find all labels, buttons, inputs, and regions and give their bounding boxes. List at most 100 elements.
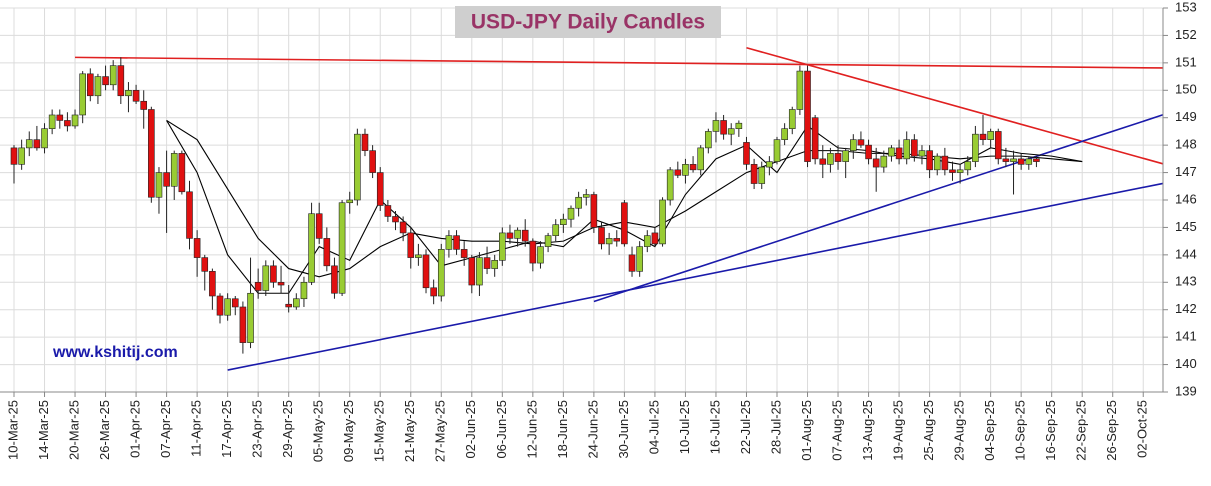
candle-body	[79, 73, 86, 116]
x-tick-label: 05-May-25	[311, 400, 326, 462]
candle-body	[25, 139, 33, 149]
candle-body	[33, 139, 41, 149]
candle-body	[41, 128, 48, 149]
x-tick-label: 01-Apr-25	[128, 400, 143, 458]
candle-body	[354, 133, 361, 201]
candle-body	[102, 76, 109, 86]
candle-body	[140, 100, 148, 110]
candle-body	[94, 76, 102, 97]
candle-body	[560, 218, 567, 225]
candle-body	[1025, 158, 1033, 165]
x-tick-label: 11-Apr-25	[189, 400, 204, 457]
candle-body	[186, 191, 193, 239]
candle-body	[926, 150, 933, 171]
x-tick-label: 25-Aug-25	[921, 400, 936, 461]
x-tick-label: 26-Sep-25	[1104, 400, 1119, 461]
y-tick-label: 145	[1175, 219, 1197, 234]
x-tick-label: 22-Jul-25	[738, 400, 753, 454]
y-tick-label: 153	[1175, 0, 1197, 14]
candle-body	[735, 122, 743, 129]
y-tick-label: 152	[1175, 27, 1197, 42]
trendline	[227, 182, 1164, 371]
candle-body	[590, 194, 598, 228]
candle-body	[567, 207, 575, 220]
candle-body	[201, 257, 209, 272]
candle-body	[331, 265, 338, 294]
trendline	[75, 56, 1164, 69]
x-tick-label: 16-Sep-25	[1043, 400, 1058, 461]
candle-body	[483, 257, 491, 269]
candle-body	[468, 257, 476, 286]
y-tick-label: 142	[1175, 301, 1197, 316]
x-tick-label: 01-Aug-25	[799, 400, 814, 461]
trendlines	[75, 47, 1164, 371]
y-tick-label: 147	[1175, 164, 1197, 179]
candle-body	[949, 169, 956, 173]
candle-body	[720, 120, 727, 135]
x-tick-label: 17-Apr-25	[219, 400, 234, 458]
candle-body	[811, 117, 819, 160]
x-tick-label: 29-Apr-25	[280, 400, 295, 458]
candle-body	[323, 238, 331, 267]
candle-body	[918, 150, 926, 157]
candle-body	[727, 128, 735, 135]
candle-body	[956, 169, 964, 173]
candle-body	[239, 306, 247, 343]
x-tick-label: 10-Jul-25	[677, 400, 692, 454]
x-tick-label: 29-Aug-25	[952, 400, 967, 461]
x-tick-label: 14-Mar-25	[36, 400, 51, 460]
title-box	[455, 6, 721, 38]
x-tick-label: 09-May-25	[341, 400, 356, 462]
candle-body	[666, 169, 674, 201]
y-tick-label: 146	[1175, 191, 1197, 206]
candle-body	[300, 281, 308, 300]
candle-body	[277, 281, 285, 286]
candle-body	[346, 199, 354, 204]
candle-body	[1033, 158, 1040, 162]
candles	[10, 57, 1040, 354]
candle-body	[384, 205, 392, 217]
candle-body	[544, 235, 552, 247]
candle-body	[193, 238, 201, 258]
candle-body	[453, 235, 460, 250]
candle-body	[460, 249, 468, 258]
y-tick-label: 151	[1175, 54, 1197, 69]
candle-body	[231, 298, 239, 308]
candle-body	[582, 194, 590, 198]
x-tick-label: 04-Sep-25	[982, 400, 997, 461]
candle-body	[224, 298, 231, 316]
candle-body	[933, 155, 941, 171]
candle-body	[216, 295, 224, 316]
x-tick-label: 22-Sep-25	[1074, 400, 1089, 461]
x-tick-label: 10-Sep-25	[1013, 400, 1028, 461]
candle-body	[376, 172, 384, 206]
candle-body	[964, 161, 972, 171]
candle-body	[125, 89, 132, 97]
candle-body	[788, 109, 796, 129]
candle-body	[430, 287, 437, 297]
candle-body	[491, 260, 498, 269]
annotation: www.kshitij.com	[52, 344, 178, 361]
axis-labels: 139 140 141 142 143 144 145 146 147 148 149 150 151 1…	[5, 0, 1196, 462]
candle-body	[499, 232, 506, 261]
candle-body	[621, 202, 628, 245]
candle-body	[87, 73, 94, 97]
x-tick-label: 02-Oct-25	[1135, 400, 1150, 458]
candle-body	[636, 246, 643, 272]
candle-body	[178, 153, 186, 193]
candle-body	[415, 254, 422, 258]
candle-body	[262, 265, 270, 291]
candle-body	[773, 139, 781, 162]
candle-body	[857, 139, 865, 146]
candle-body	[865, 144, 872, 160]
candle-body	[422, 254, 430, 289]
candle-body	[628, 254, 636, 272]
candle-body	[1010, 158, 1017, 162]
candle-body	[64, 120, 71, 127]
trendline	[746, 47, 1164, 165]
y-tick-label: 139	[1175, 383, 1197, 398]
candle-body	[437, 249, 445, 297]
x-tick-label: 15-May-25	[372, 400, 387, 462]
x-tick-label: 13-Aug-25	[860, 400, 875, 461]
x-tick-label: 04-Jul-25	[646, 400, 661, 454]
